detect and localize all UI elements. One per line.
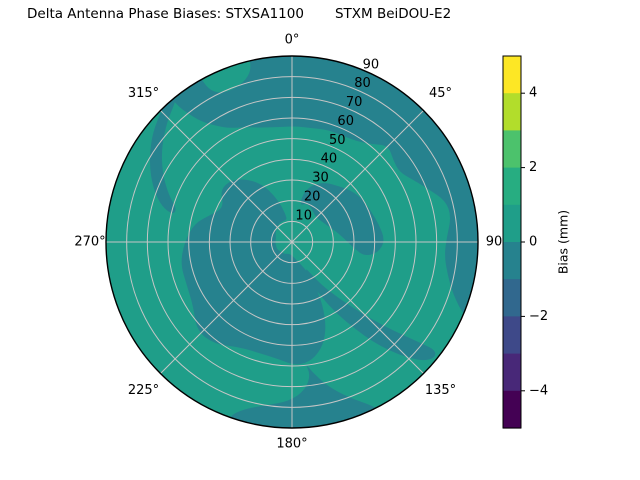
angular-tick-label-315: 315° bbox=[128, 86, 159, 101]
colorbar-tick-label: 4 bbox=[529, 86, 537, 101]
angular-gridline bbox=[160, 110, 293, 243]
polar-grid bbox=[106, 56, 478, 428]
colorbar-band bbox=[503, 93, 521, 131]
contour-region-northwest-finger bbox=[149, 98, 176, 214]
colorbar-band bbox=[503, 316, 521, 355]
colorbar-band bbox=[503, 390, 521, 429]
colorbar-axis-label: Bias (mm) bbox=[556, 210, 571, 274]
angular-tick-label-90: 90 bbox=[486, 235, 503, 250]
contour-region-north-outer-ring bbox=[170, 56, 478, 318]
colorbar-band bbox=[503, 279, 521, 317]
contour-region-south-rim-patch bbox=[228, 358, 383, 428]
colorbar-band bbox=[503, 353, 521, 392]
angular-tick-label-270: 270° bbox=[74, 235, 105, 250]
angular-tick-label-225: 225° bbox=[128, 383, 159, 398]
colorbar-tick-label: 0 bbox=[529, 235, 537, 250]
polar-outline bbox=[105, 55, 479, 429]
colorbar-band bbox=[503, 167, 521, 206]
colorbar-tick-label: −2 bbox=[529, 309, 548, 324]
chart-title-secondary: STXM BeiDOU-E2 bbox=[334, 6, 452, 22]
chart-title: Delta Antenna Phase Biases: STXSA1100 ST… bbox=[27, 6, 451, 22]
radial-tick-label: 80 bbox=[354, 76, 371, 91]
radial-tick-label: 70 bbox=[346, 95, 363, 110]
angular-gridline bbox=[160, 241, 293, 374]
radial-tick-label: 90 bbox=[363, 57, 380, 72]
colorbar-band bbox=[503, 242, 521, 280]
radial-tick-label: 10 bbox=[295, 208, 312, 223]
contour-region-central-west-blob bbox=[181, 179, 326, 365]
radial-tick-label: 60 bbox=[337, 114, 354, 129]
colorbar-tick-label: 2 bbox=[529, 160, 537, 175]
radial-tick-label: 40 bbox=[321, 152, 338, 167]
angular-tick-label-0: 0° bbox=[285, 33, 300, 48]
colorbar: 4 2 0 −2 −4 Bias (mm) bbox=[502, 55, 571, 429]
chart-title-main: Delta Antenna Phase Biases: STXSA1100 bbox=[27, 6, 304, 22]
colorbar-band bbox=[503, 56, 521, 94]
colorbar-tick-label: −4 bbox=[529, 383, 548, 398]
angular-gridline bbox=[291, 241, 424, 374]
contour-region-southeast-banana-arc bbox=[306, 269, 436, 361]
angular-tick-label-45: 45° bbox=[429, 86, 452, 101]
angular-tick-label-180: 180° bbox=[276, 437, 307, 452]
radial-tick-label: 20 bbox=[304, 189, 321, 204]
contour-region-center-east-patch bbox=[300, 183, 384, 256]
radial-tick-label: 30 bbox=[312, 171, 329, 186]
radial-tick-label: 50 bbox=[329, 133, 346, 148]
colorbar-band bbox=[503, 204, 521, 243]
angular-tick-label-135: 135° bbox=[425, 383, 456, 398]
colorbar-band bbox=[503, 130, 521, 169]
angular-gridline bbox=[291, 110, 424, 243]
